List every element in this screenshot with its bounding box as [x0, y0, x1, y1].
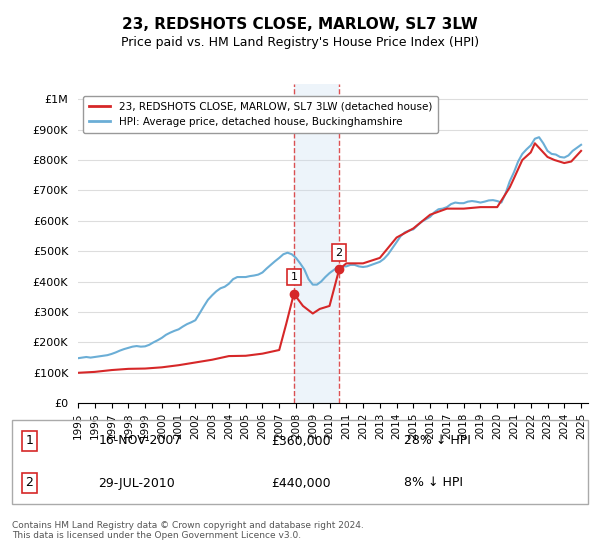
- Text: 1: 1: [25, 435, 33, 447]
- Text: 2: 2: [25, 477, 33, 489]
- Text: 16-NOV-2007: 16-NOV-2007: [98, 435, 182, 447]
- Legend: 23, REDSHOTS CLOSE, MARLOW, SL7 3LW (detached house), HPI: Average price, detach: 23, REDSHOTS CLOSE, MARLOW, SL7 3LW (det…: [83, 96, 438, 133]
- Text: 23, REDSHOTS CLOSE, MARLOW, SL7 3LW: 23, REDSHOTS CLOSE, MARLOW, SL7 3LW: [122, 17, 478, 32]
- Text: 1: 1: [290, 272, 298, 282]
- Text: 28% ↓ HPI: 28% ↓ HPI: [404, 435, 470, 447]
- Text: Contains HM Land Registry data © Crown copyright and database right 2024.
This d: Contains HM Land Registry data © Crown c…: [12, 521, 364, 540]
- Text: 29-JUL-2010: 29-JUL-2010: [98, 477, 175, 489]
- Text: £360,000: £360,000: [271, 435, 331, 447]
- Text: 2: 2: [335, 248, 343, 258]
- Text: 8% ↓ HPI: 8% ↓ HPI: [404, 477, 463, 489]
- Text: £440,000: £440,000: [271, 477, 331, 489]
- Text: Price paid vs. HM Land Registry's House Price Index (HPI): Price paid vs. HM Land Registry's House …: [121, 36, 479, 49]
- Bar: [294, 84, 339, 403]
